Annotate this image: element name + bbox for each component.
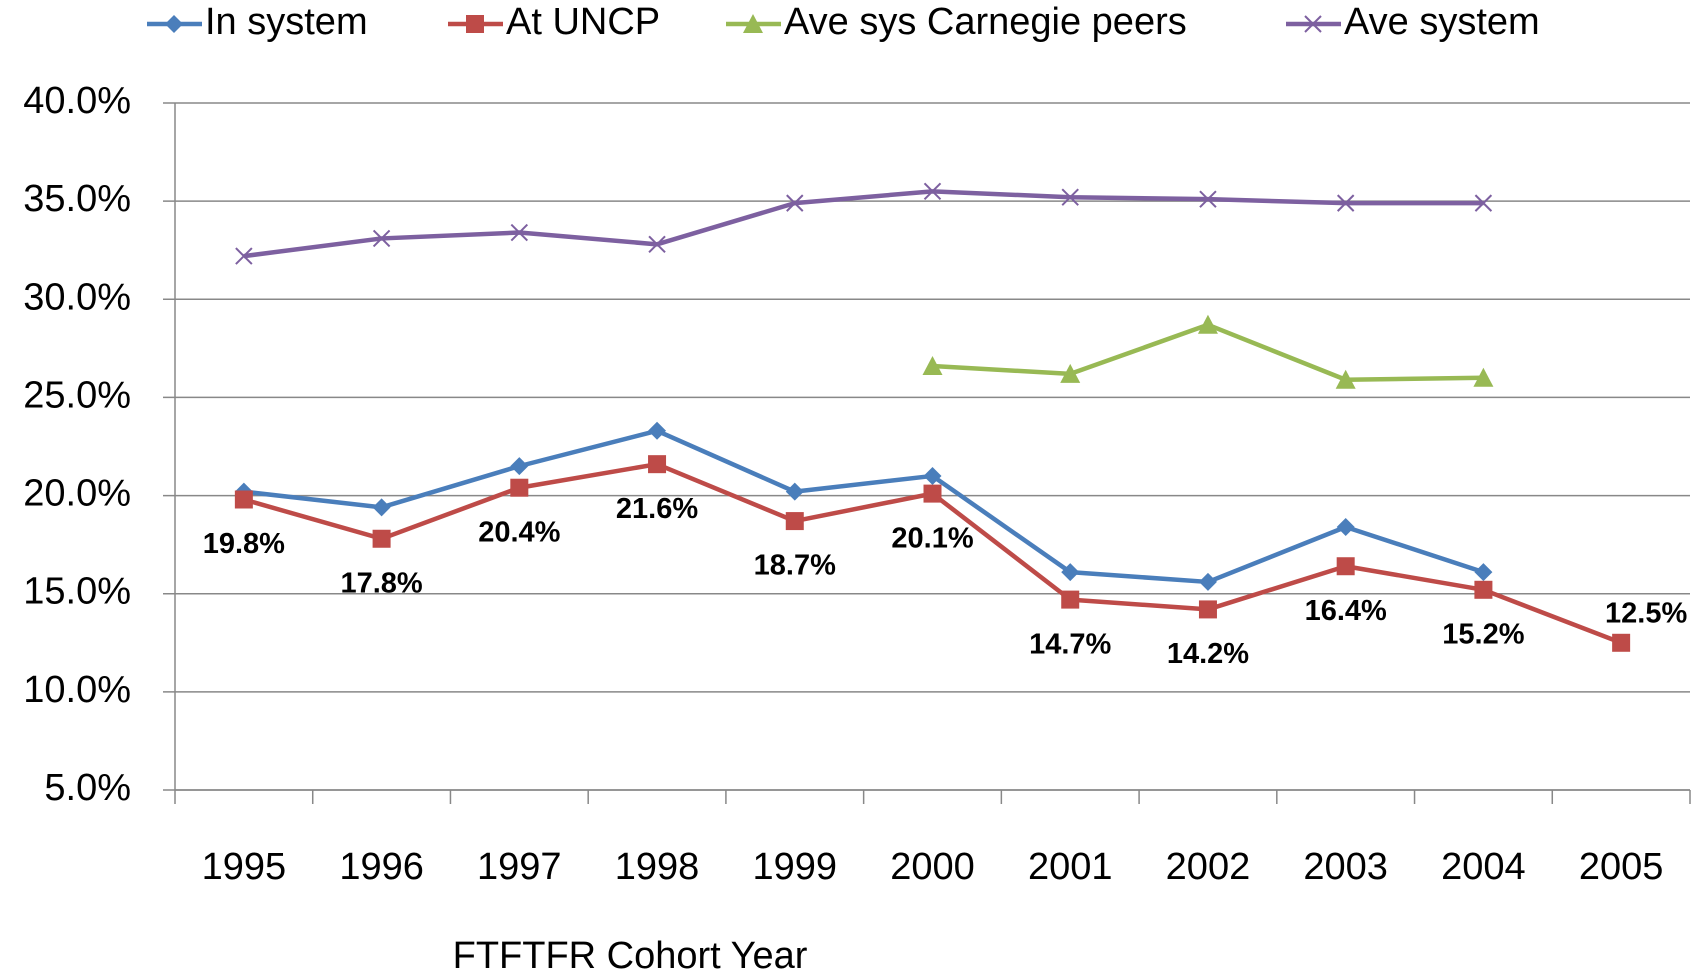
x-tick-label: 2005 <box>1579 846 1664 888</box>
data-label: 17.8% <box>340 567 422 599</box>
marker <box>923 466 942 485</box>
marker <box>1474 194 1493 212</box>
marker <box>923 182 942 201</box>
marker <box>1335 369 1356 389</box>
data-label: 14.2% <box>1167 638 1249 670</box>
marker <box>1061 188 1079 206</box>
x-tick-label: 1997 <box>477 846 562 888</box>
marker <box>786 194 804 212</box>
marker <box>1612 633 1631 652</box>
marker <box>1197 314 1218 334</box>
data-label: 16.4% <box>1305 595 1387 627</box>
y-tick-label: 20.0% <box>23 473 131 515</box>
data-label: 20.1% <box>891 522 973 554</box>
marker <box>1336 557 1355 576</box>
marker <box>372 529 391 548</box>
marker <box>510 223 529 242</box>
marker <box>1199 190 1217 208</box>
marker <box>234 490 253 509</box>
data-label: 21.6% <box>616 493 698 525</box>
marker <box>510 457 529 476</box>
y-tick-label: 10.0% <box>23 669 131 711</box>
data-label: 19.8% <box>203 528 285 560</box>
marker <box>922 356 943 376</box>
marker <box>1198 600 1217 619</box>
data-label: 15.2% <box>1442 618 1524 650</box>
marker <box>235 247 253 265</box>
marker <box>165 15 183 33</box>
x-tick-label: 2001 <box>1028 846 1113 888</box>
x-axis-label: FTFTFR Cohort Year <box>453 935 808 973</box>
legend-label: Ave sys Carnegie peers <box>784 1 1187 43</box>
marker <box>1198 572 1217 591</box>
data-label: 18.7% <box>754 550 836 582</box>
marker <box>648 421 667 440</box>
legend-label: At UNCP <box>506 1 660 43</box>
marker <box>1336 517 1355 536</box>
x-tick-label: 2000 <box>890 846 975 888</box>
y-tick-label: 40.0% <box>23 80 131 122</box>
x-tick-label: 2003 <box>1303 846 1388 888</box>
marker <box>372 498 391 517</box>
marker <box>1061 563 1080 582</box>
legend-label: Ave system <box>1344 1 1540 43</box>
y-tick-label: 35.0% <box>23 178 131 220</box>
y-tick-label: 30.0% <box>23 276 131 318</box>
legend-label: In system <box>205 1 368 43</box>
marker <box>1473 367 1494 387</box>
marker <box>1336 194 1355 212</box>
marker <box>743 14 763 33</box>
data-label: 20.4% <box>478 516 560 548</box>
marker <box>372 229 391 248</box>
y-tick-label: 5.0% <box>44 767 131 809</box>
x-tick-label: 2004 <box>1441 846 1526 888</box>
marker <box>785 512 804 531</box>
x-tick-label: 1996 <box>339 846 424 888</box>
marker <box>923 484 942 503</box>
marker <box>648 235 666 254</box>
x-tick-label: 1995 <box>202 846 287 888</box>
marker <box>785 482 804 501</box>
x-tick-label: 2002 <box>1166 846 1251 888</box>
x-tick-label: 1999 <box>752 846 837 888</box>
data-label: 12.5% <box>1605 597 1687 629</box>
marker <box>1474 580 1493 599</box>
marker <box>1474 563 1493 582</box>
y-tick-label: 15.0% <box>23 571 131 613</box>
data-label: 14.7% <box>1029 628 1111 660</box>
x-tick-label: 1998 <box>615 846 700 888</box>
marker <box>1060 363 1081 383</box>
marker <box>510 478 529 497</box>
marker <box>1304 15 1322 33</box>
marker <box>466 15 484 33</box>
marker <box>648 455 667 474</box>
series-line <box>243 189 1484 259</box>
marker <box>1061 590 1080 609</box>
y-tick-label: 25.0% <box>23 374 131 416</box>
series-line <box>243 428 1485 585</box>
